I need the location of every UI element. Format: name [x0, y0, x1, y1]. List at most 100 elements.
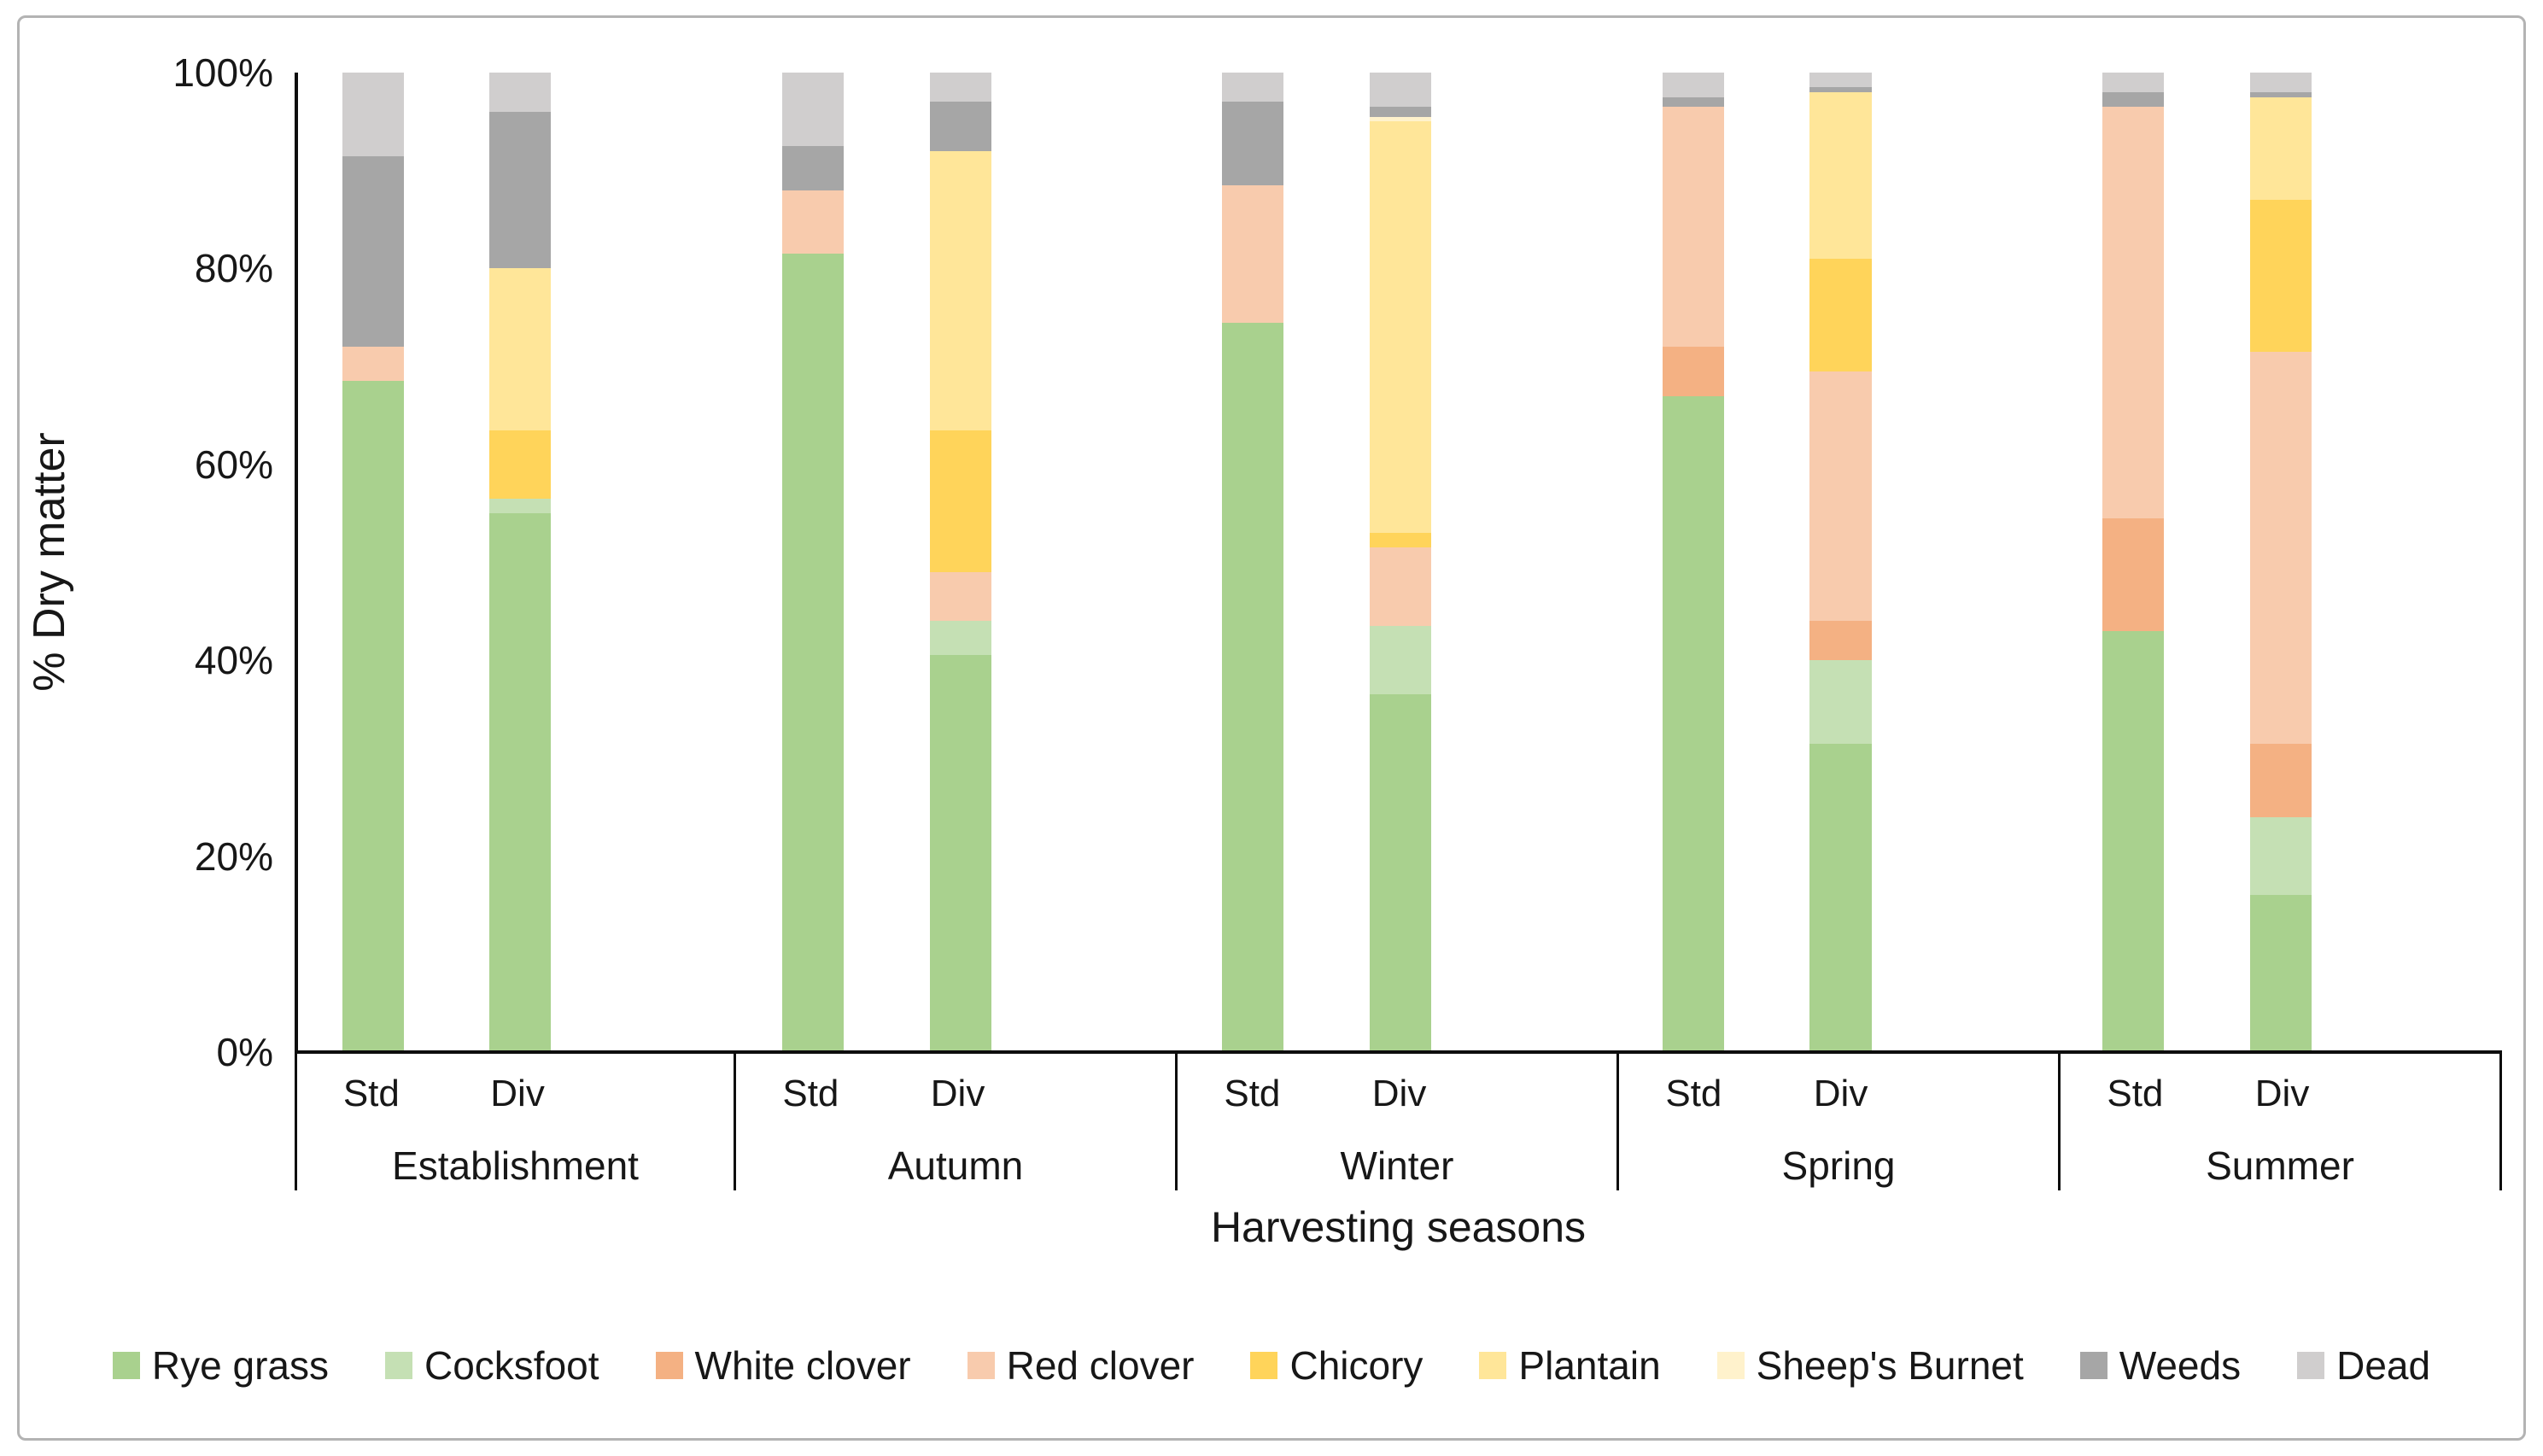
y-tick-label: 40% — [194, 638, 273, 683]
legend-item-weeds: Weeds — [2079, 1342, 2242, 1389]
legend-label: Red clover — [1006, 1343, 1195, 1388]
season-label-winter: Winter — [1340, 1143, 1454, 1188]
segment-plantain — [929, 150, 991, 430]
segment-weeds — [2102, 91, 2165, 108]
segment-rye-grass — [1222, 322, 1284, 1052]
bar-label-std: Std — [1224, 1073, 1281, 1114]
season-label-establishment: Establishment — [392, 1143, 639, 1188]
category-cell-summer: Std Div Summer — [2061, 1054, 2502, 1190]
segment-dead — [2102, 73, 2165, 92]
legend-label: Sheep's Burnet — [1756, 1343, 2024, 1388]
segment-dead — [1369, 73, 1432, 108]
category-cell-spring: Std Div Spring — [1619, 1054, 2061, 1190]
segment-chicory — [2249, 200, 2312, 352]
bar-group-winter — [1178, 73, 1618, 1052]
y-tick-label: 60% — [194, 441, 273, 487]
bar-label-div: Div — [490, 1073, 545, 1114]
segment-red-clover — [1369, 547, 1432, 627]
legend-label: Plantain — [1518, 1343, 1661, 1388]
segment-rye-grass — [2249, 895, 2312, 1052]
bar-group-spring — [1618, 73, 2058, 1052]
bar-group-autumn — [738, 73, 1178, 1052]
segment-red-clover — [1809, 371, 1872, 622]
segment-cocksfoot — [1369, 626, 1432, 695]
segment-red-clover — [781, 190, 845, 254]
segment-chicory — [489, 430, 552, 499]
y-tick-label: 0% — [216, 1030, 273, 1074]
x-axis-line — [295, 1050, 2502, 1054]
segment-weeds — [1369, 107, 1432, 117]
legend: Rye grass Cocksfoot White clover Red clover… — [51, 1342, 2492, 1389]
segment-rye-grass — [1662, 395, 1724, 1052]
segment-white-clover — [1662, 347, 1724, 396]
bar-label-div: Div — [2254, 1073, 2310, 1114]
segment-dead — [1662, 73, 1724, 97]
legend-swatch-icon — [1716, 1352, 1745, 1379]
segment-plantain — [2249, 96, 2312, 201]
segment-plantain — [489, 268, 552, 430]
segment-white-clover — [2249, 743, 2312, 817]
stacked-bar-winter-std — [1222, 73, 1284, 1052]
bar-label-std: Std — [1665, 1073, 1722, 1114]
legend-label: Rye grass — [151, 1343, 329, 1388]
stacked-bar-autumn-std — [781, 73, 845, 1052]
segment-dead — [489, 73, 552, 112]
segment-plantain — [1369, 121, 1432, 534]
segment-dead — [1222, 73, 1284, 102]
legend-label: Weeds — [2119, 1343, 2242, 1388]
legend-swatch-icon — [385, 1352, 412, 1379]
segment-weeds — [1809, 87, 1872, 92]
segment-red-clover — [342, 347, 404, 382]
plot-area — [295, 73, 2499, 1052]
segment-weeds — [781, 146, 845, 190]
y-tick-label: 20% — [194, 833, 273, 879]
segment-rye-grass — [1809, 743, 1872, 1052]
segment-rye-grass — [342, 381, 404, 1052]
segment-dead — [1809, 73, 1872, 88]
segment-cocksfoot — [1809, 660, 1872, 744]
legend-item-chicory: Chicory — [1250, 1342, 1423, 1389]
segment-dead — [2249, 73, 2312, 92]
segment-red-clover — [2249, 351, 2312, 744]
segment-chicory — [1369, 533, 1432, 548]
segment-weeds — [929, 102, 991, 151]
legend-item-cocksfoot: Cocksfoot — [385, 1342, 599, 1389]
segment-white-clover — [1809, 621, 1872, 661]
stacked-bar-establishment-div — [489, 73, 552, 1052]
stacked-bar-autumn-div — [929, 73, 991, 1052]
segment-chicory — [929, 430, 991, 572]
stacked-bar-summer-std — [2102, 73, 2165, 1052]
segment-weeds — [1222, 102, 1284, 185]
segment-dead — [929, 73, 991, 102]
segment-red-clover — [1222, 184, 1284, 323]
bar-label-div: Div — [1371, 1073, 1427, 1114]
legend-item-white-clover: White clover — [655, 1342, 911, 1389]
season-label-autumn: Autumn — [887, 1143, 1024, 1188]
bar-group-establishment — [298, 73, 738, 1052]
x-axis-title: Harvesting seasons — [1210, 1203, 1587, 1251]
season-label-summer: Summer — [2206, 1143, 2354, 1188]
bar-label-std: Std — [782, 1073, 839, 1114]
legend-label: White clover — [694, 1343, 911, 1388]
legend-item-plantain: Plantain — [1479, 1342, 1661, 1389]
segment-rye-grass — [781, 254, 845, 1052]
bar-label-div: Div — [930, 1073, 985, 1114]
legend-swatch-icon — [2297, 1352, 2325, 1379]
segment-weeds — [1662, 96, 1724, 108]
bar-group-summer — [2059, 73, 2499, 1052]
segment-weeds — [2249, 91, 2312, 97]
segment-red-clover — [1662, 107, 1724, 348]
legend-label: Cocksfoot — [424, 1343, 599, 1388]
segment-rye-grass — [929, 655, 991, 1052]
segment-rye-grass — [1369, 694, 1432, 1052]
legend-item-red-clover: Red clover — [967, 1342, 1195, 1389]
legend-item-sheep-s-burnet: Sheep's Burnet — [1716, 1342, 2024, 1389]
category-cell-autumn: Std Div Autumn — [736, 1054, 1178, 1190]
stacked-bar-winter-div — [1369, 73, 1432, 1052]
segment-cocksfoot — [2249, 816, 2312, 896]
stacked-bar-spring-div — [1809, 73, 1872, 1052]
category-label-band: Std Div Establishment Std Div Autumn Std Div Win… — [295, 1054, 2502, 1190]
segment-sheep-s-burnet — [1369, 116, 1432, 122]
legend-swatch-icon — [112, 1352, 140, 1379]
